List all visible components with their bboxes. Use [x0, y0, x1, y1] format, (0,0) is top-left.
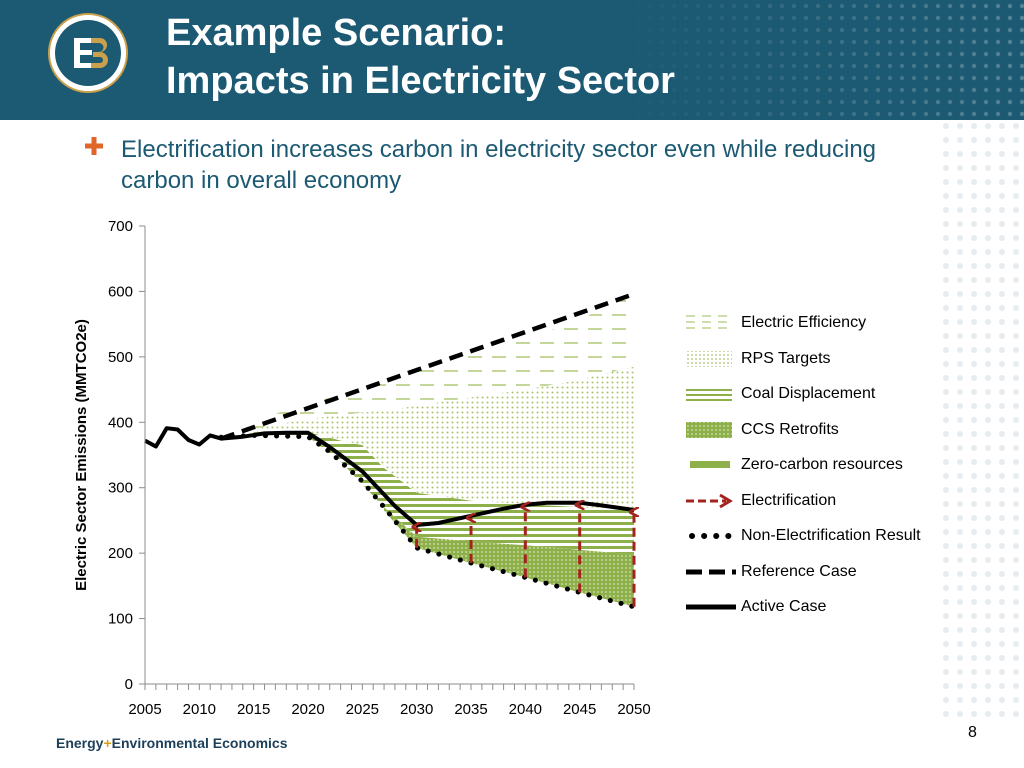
area-rps-targets [253, 366, 634, 510]
legend-label: Active Case [741, 598, 827, 615]
x-tick-label: 2030 [400, 701, 433, 718]
legend-item-reference: Reference Case [686, 559, 986, 585]
x-tick-label: 2015 [237, 701, 270, 718]
legend-item-zero-carbon: Zero-carbon resources [686, 452, 986, 478]
bullet-text: Electrification increases carbon in elec… [121, 136, 877, 194]
y-tick-label: 200 [108, 545, 133, 562]
header-dot-pattern [683, 3, 1024, 117]
dashed-line-icon [686, 569, 736, 575]
x-tick-label: 2005 [128, 701, 161, 718]
legend-item-non-electrification: Non-Electrification Result [686, 523, 986, 549]
legend-label: Coal Displacement [741, 385, 876, 402]
legend-item-electric-efficiency: Electric Efficiency [686, 310, 986, 336]
solid-line-icon [686, 604, 736, 610]
dashed-hatch-icon [686, 315, 732, 331]
legend-item-electrification: Electrification [686, 488, 986, 514]
striped-fill-icon [686, 386, 732, 402]
footer-brand-plus: + [103, 735, 112, 751]
legend-item-rps-targets: RPS Targets [686, 346, 986, 372]
x-tick-label: 2050 [617, 701, 650, 718]
y-tick-label: 500 [108, 349, 133, 366]
y-tick-label: 600 [108, 283, 133, 300]
page-number: 8 [968, 724, 977, 741]
x-tick-label: 2040 [509, 701, 542, 718]
slide-title-line-2: Impacts in Electricity Sector [166, 60, 675, 102]
slide-title-line-1: Example Scenario: [166, 12, 507, 54]
x-tick-label: 2035 [454, 701, 487, 718]
legend-item-active: Active Case [686, 594, 986, 620]
y-tick-label: 0 [125, 676, 133, 693]
footer-brand: Energy+Environmental Economics [56, 735, 287, 751]
legend-label: RPS Targets [741, 350, 831, 367]
line-reference-case [220, 291, 635, 441]
y-tick-label: 400 [108, 414, 133, 431]
x-tick-label: 2020 [291, 701, 324, 718]
header-bar: Example Scenario: Impacts in Electricity… [0, 0, 1024, 120]
legend-label: Electric Efficiency [741, 314, 867, 331]
e3-logo-icon [48, 13, 128, 93]
plus-bullet-icon [85, 137, 103, 155]
solid-bar-icon [690, 461, 730, 468]
legend-label: Electrification [741, 492, 837, 509]
footer-brand-energy: Energy [56, 735, 104, 751]
area-ccs-retrofits [384, 507, 634, 607]
legend-item-ccs-retrofits: CCS Retrofits [686, 417, 986, 443]
dashed-arrow-icon [686, 493, 733, 509]
legend-label: Zero-carbon resources [741, 456, 903, 473]
y-axis-title: Electric Sector Emissions (MMTCO2e) [73, 319, 90, 591]
chart-legend: Electric Efficiency RPS Targets Coal Displ… [686, 310, 986, 630]
emissions-chart: 0 100 200 300 400 500 600 700 2005 2010 2015 2020 20… [73, 218, 651, 718]
dotted-fill-icon [686, 351, 732, 367]
x-tick-label: 2045 [563, 701, 596, 718]
x-tick-label: 2010 [183, 701, 216, 718]
y-tick-label: 100 [108, 611, 133, 628]
dotted-line-icon [689, 533, 733, 539]
x-tick-label: 2025 [346, 701, 379, 718]
y-tick-label: 300 [108, 480, 133, 497]
legend-label: Reference Case [741, 563, 857, 580]
legend-label: CCS Retrofits [741, 421, 839, 438]
footer-brand-economics: Environmental Economics [111, 735, 288, 751]
y-tick-label: 700 [108, 218, 133, 235]
area-electric-efficiency [221, 294, 634, 439]
legend-item-coal-displacement: Coal Displacement [686, 381, 986, 407]
dense-dotted-fill-icon [686, 422, 732, 438]
side-dot-pattern [943, 123, 1019, 717]
legend-label: Non-Electrification Result [741, 527, 921, 544]
line-non-electrification-result [218, 432, 637, 610]
